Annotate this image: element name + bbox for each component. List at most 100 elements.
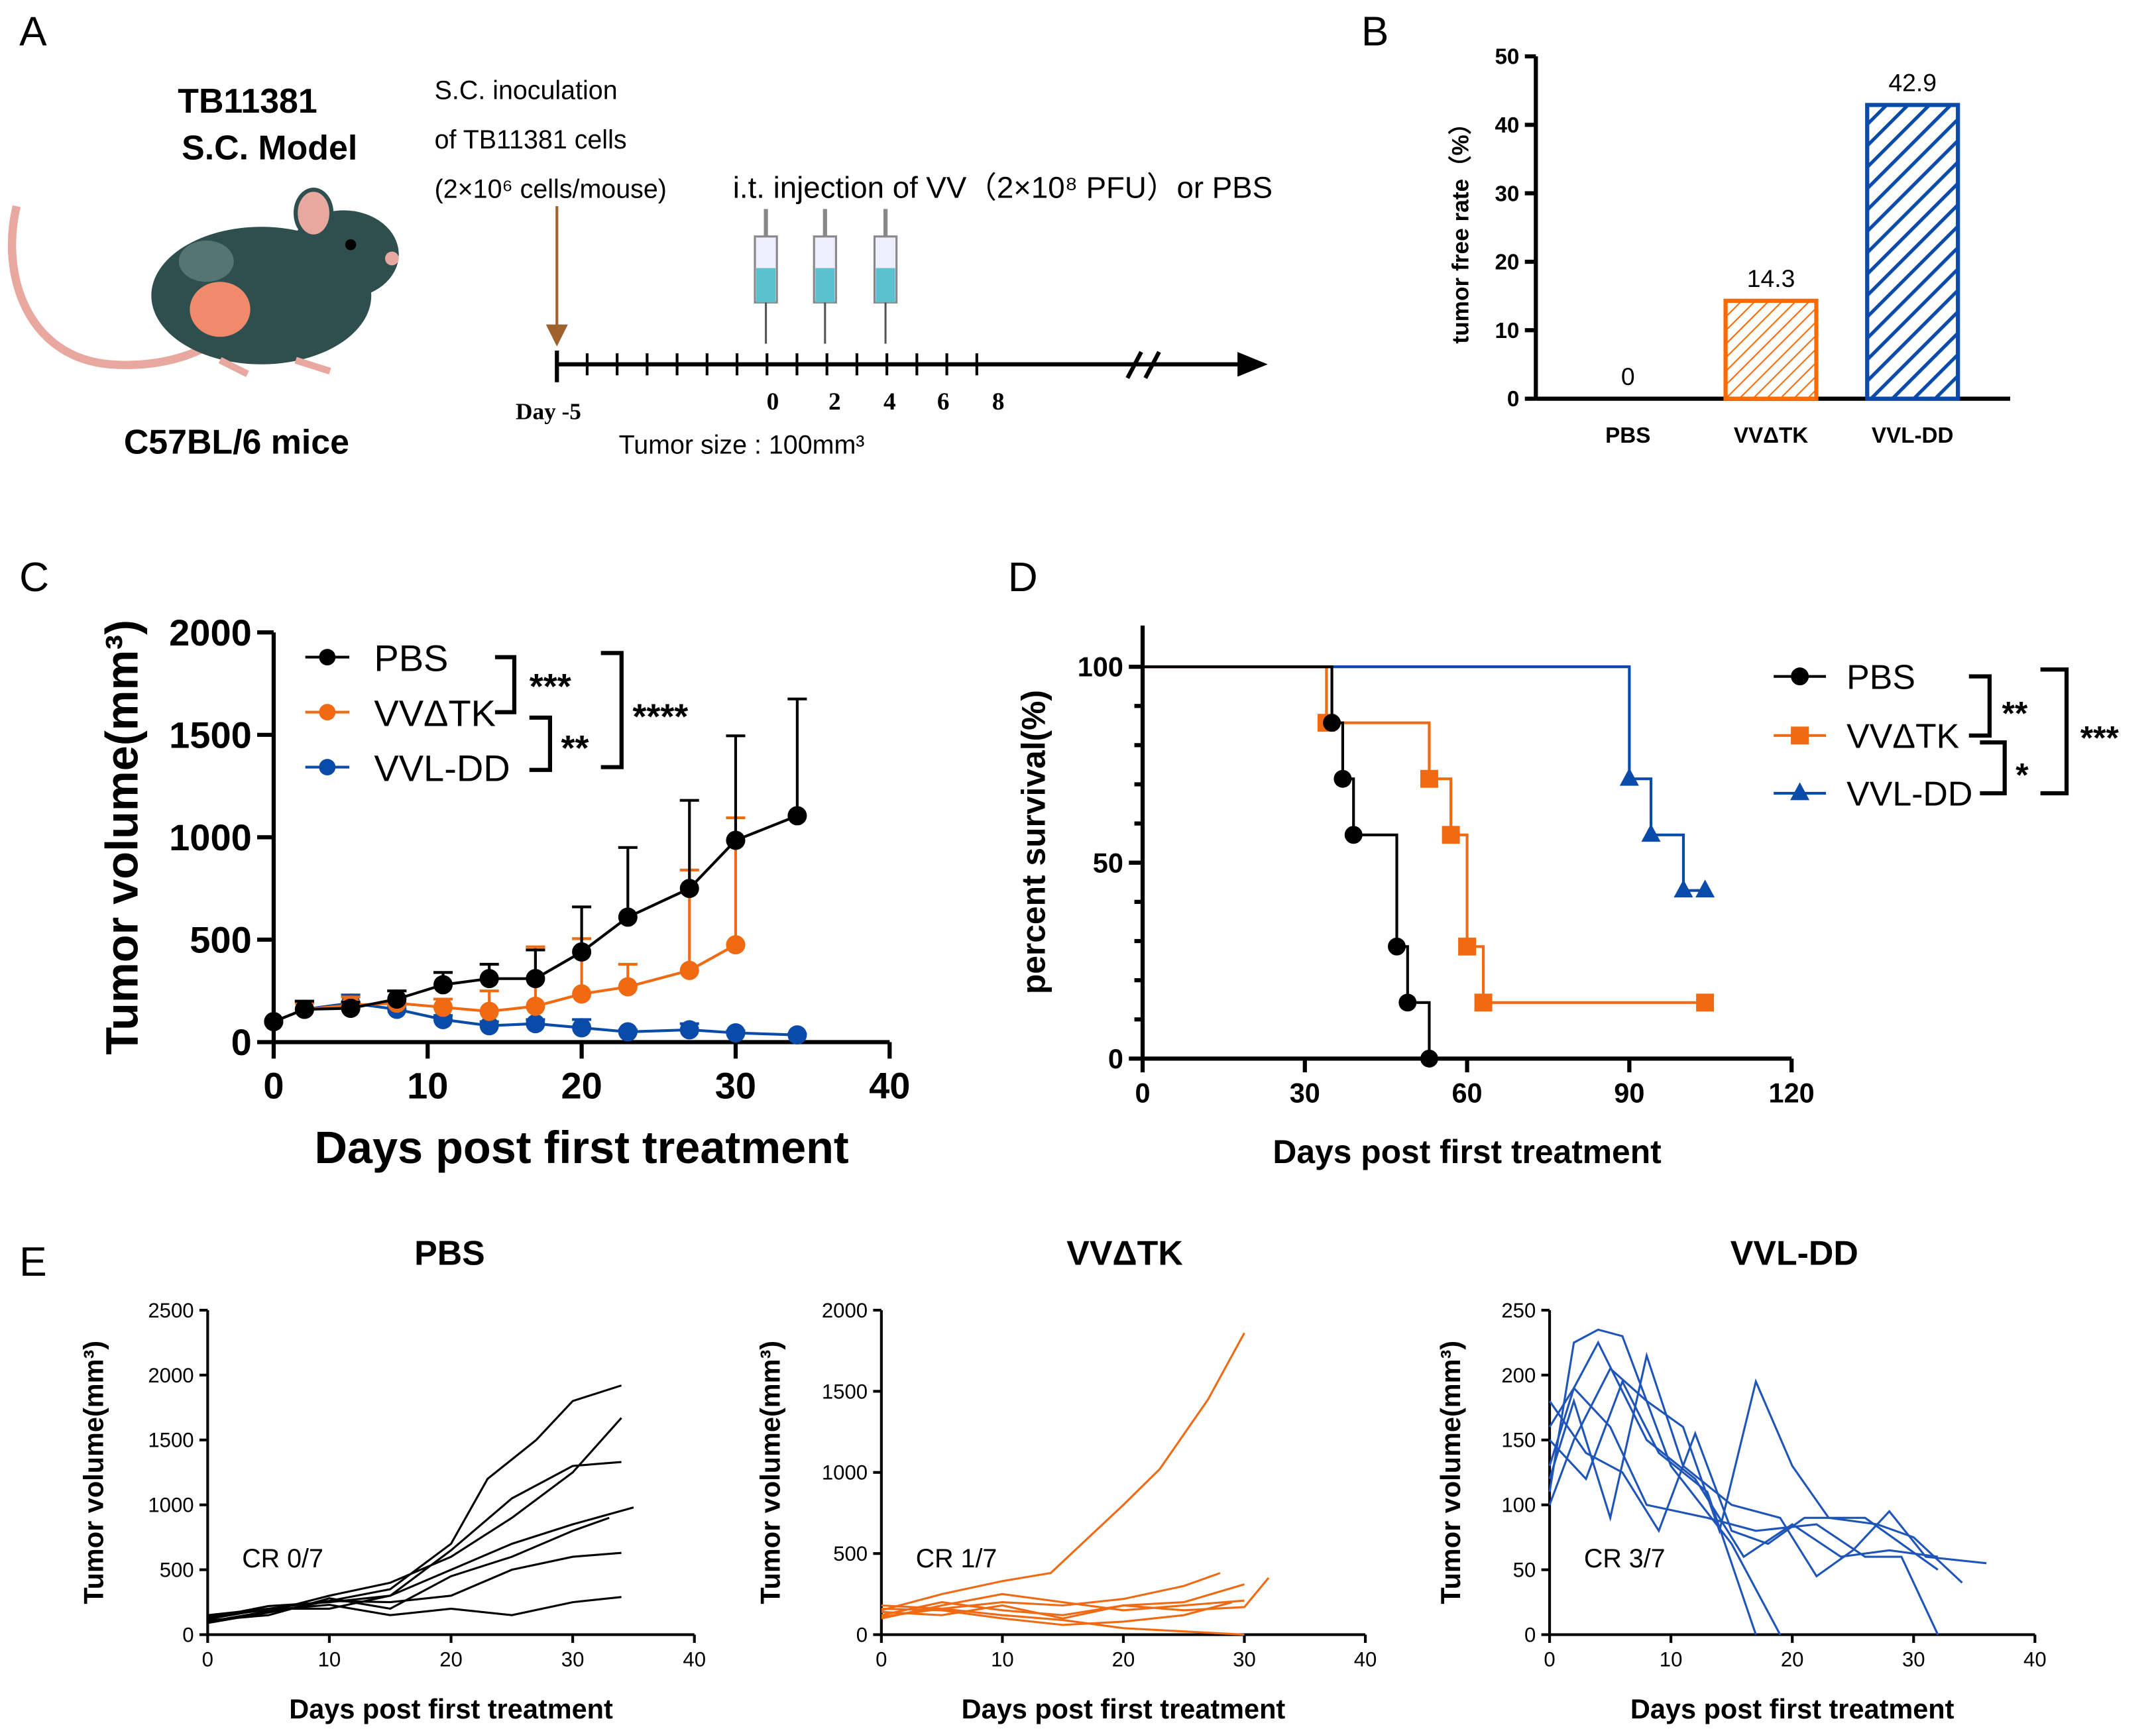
bar-value-label: 42.9 bbox=[1888, 69, 1937, 97]
survival-marker bbox=[1619, 767, 1639, 786]
legend-marker bbox=[1791, 726, 1809, 745]
data-point bbox=[433, 997, 453, 1017]
cr-annotation: CR 0/7 bbox=[242, 1544, 323, 1573]
significance-bracket bbox=[600, 651, 624, 769]
legend-marker bbox=[319, 704, 336, 721]
data-point bbox=[618, 1022, 638, 1042]
data-point bbox=[526, 996, 545, 1016]
x-axis-label: Days post first treatment bbox=[962, 1693, 1286, 1724]
significance-bracket bbox=[529, 715, 553, 772]
survival-marker bbox=[1695, 879, 1715, 898]
bar-vvl-dd bbox=[1865, 103, 1960, 401]
significance-label: *** bbox=[530, 667, 571, 706]
syringe-icon bbox=[813, 209, 837, 344]
individual-curve bbox=[1548, 1378, 1757, 1636]
x-tick-label: 0 bbox=[1135, 1078, 1150, 1109]
data-point bbox=[264, 1012, 284, 1032]
x-tick-label: 30 bbox=[1290, 1078, 1320, 1109]
y-tick-label: 200 bbox=[1501, 1364, 1536, 1387]
bar-value-label: 0 bbox=[1621, 363, 1635, 390]
individual-curve bbox=[207, 1596, 622, 1618]
data-point bbox=[572, 942, 592, 962]
series-vvδtk bbox=[264, 816, 746, 1032]
panel-label-a: A bbox=[19, 9, 47, 54]
individual-curve bbox=[1548, 1386, 1939, 1636]
x-axis-label: Days post first treatment bbox=[1630, 1693, 1955, 1724]
individual-curve bbox=[881, 1601, 1233, 1626]
x-tick-label: 30 bbox=[561, 1648, 585, 1671]
y-tick-label: 100 bbox=[1501, 1494, 1536, 1517]
individual-curve bbox=[1548, 1367, 1963, 1584]
legend-label: VVΔTK bbox=[374, 692, 496, 734]
data-point bbox=[679, 1020, 699, 1040]
x-tick-label: 60 bbox=[1452, 1078, 1483, 1109]
panel-label-e: E bbox=[19, 1239, 47, 1285]
chart-e-vvldd-individual: 0 50 100 150 200 250 0 10 20 30 40 Days post first … bbox=[1435, 1234, 2046, 1725]
y-tick-label: 0 bbox=[182, 1623, 194, 1646]
bar-value-label: 14.3 bbox=[1747, 264, 1795, 292]
series-pbs bbox=[1143, 665, 1438, 1068]
x-tick-label: 90 bbox=[1614, 1078, 1644, 1109]
y-tick-label: 2500 bbox=[148, 1299, 194, 1322]
survival-marker bbox=[1420, 1049, 1438, 1068]
chart-b-tumor-free-rate: 0 10 20 30 40 50 tumor free rate（%） 0 PBS 14.3 VVΔ… bbox=[1448, 45, 2011, 448]
chart-e-vvdtk-individual: 0 500 1000 1500 2000 0 10 20 30 40 Days post first… bbox=[754, 1234, 1377, 1725]
survival-marker bbox=[1474, 993, 1493, 1012]
data-point bbox=[726, 935, 746, 955]
significance-label: *** bbox=[2080, 720, 2120, 757]
mouse-illustration bbox=[7, 188, 399, 377]
x-tick-label: 120 bbox=[1769, 1078, 1815, 1109]
data-point bbox=[526, 1014, 545, 1034]
timeline-label-day-5: Day -5 bbox=[516, 399, 581, 425]
y-tick-label: 1000 bbox=[822, 1461, 868, 1484]
x-tick-label: 30 bbox=[715, 1065, 756, 1107]
y-tick-label: 0 bbox=[1108, 1043, 1123, 1074]
data-point bbox=[341, 998, 361, 1018]
legend-label: VVL-DD bbox=[374, 747, 510, 789]
x-axis-label: Days post first treatment bbox=[289, 1693, 613, 1724]
chart-c-tumor-volume: 0 500 1000 1500 2000 0 10 20 30 40 Days post first… bbox=[97, 612, 911, 1173]
inoculation-arrow bbox=[545, 206, 568, 347]
x-tick-label: 40 bbox=[683, 1648, 706, 1671]
y-tick-label: 500 bbox=[160, 1559, 194, 1582]
legend-marker bbox=[319, 649, 336, 666]
subplot-title: VVL-DD bbox=[1730, 1234, 1858, 1272]
series-vvl-dd bbox=[1143, 665, 1715, 898]
x-tick-label: 10 bbox=[1660, 1648, 1683, 1671]
x-tick-label: 40 bbox=[2023, 1648, 2047, 1671]
schematic-panel: TB11381 S.C. Model C57BL/6 mice S.C. ino… bbox=[7, 76, 1273, 461]
legend-marker bbox=[1790, 782, 1810, 801]
legend-label: VVΔTK bbox=[1846, 717, 1959, 756]
x-tick-label: 20 bbox=[1112, 1648, 1135, 1671]
data-point bbox=[726, 1023, 746, 1043]
cr-annotation: CR 1/7 bbox=[916, 1544, 997, 1573]
significance-bracket bbox=[1980, 740, 2007, 796]
x-tick-label: 20 bbox=[1781, 1648, 1804, 1671]
x-tick-label: 30 bbox=[1902, 1648, 1925, 1671]
inoculation-line-3: (2×10⁶ cells/mouse) bbox=[435, 175, 667, 204]
series-pbs bbox=[264, 697, 807, 1032]
data-point bbox=[787, 806, 807, 826]
survival-marker bbox=[1674, 879, 1693, 898]
syringes bbox=[754, 209, 898, 344]
y-tick-label: 2000 bbox=[822, 1299, 868, 1322]
syringe-icon bbox=[873, 209, 898, 344]
y-tick-label: 1500 bbox=[822, 1380, 868, 1403]
panel-label-c: C bbox=[19, 555, 49, 600]
y-tick-label: 1000 bbox=[169, 816, 252, 858]
individual-curve bbox=[881, 1607, 1245, 1636]
x-tick-label: 40 bbox=[869, 1065, 910, 1107]
x-tick-label: 30 bbox=[1233, 1648, 1256, 1671]
panel-label-d: D bbox=[1008, 555, 1038, 600]
subplot-title: VVΔTK bbox=[1066, 1234, 1183, 1272]
x-tick-label: 10 bbox=[407, 1065, 448, 1107]
significance-label: ** bbox=[2002, 695, 2028, 732]
y-tick-label: 50 bbox=[1495, 45, 1519, 70]
individual-curve bbox=[207, 1417, 622, 1623]
individual-curve bbox=[1548, 1400, 1939, 1571]
timeline-label-4: 4 bbox=[883, 388, 896, 416]
legend-label: PBS bbox=[374, 637, 448, 679]
cr-annotation: CR 3/7 bbox=[1584, 1544, 1666, 1573]
y-tick-label: 1500 bbox=[169, 714, 252, 756]
survival-marker bbox=[1696, 993, 1715, 1012]
